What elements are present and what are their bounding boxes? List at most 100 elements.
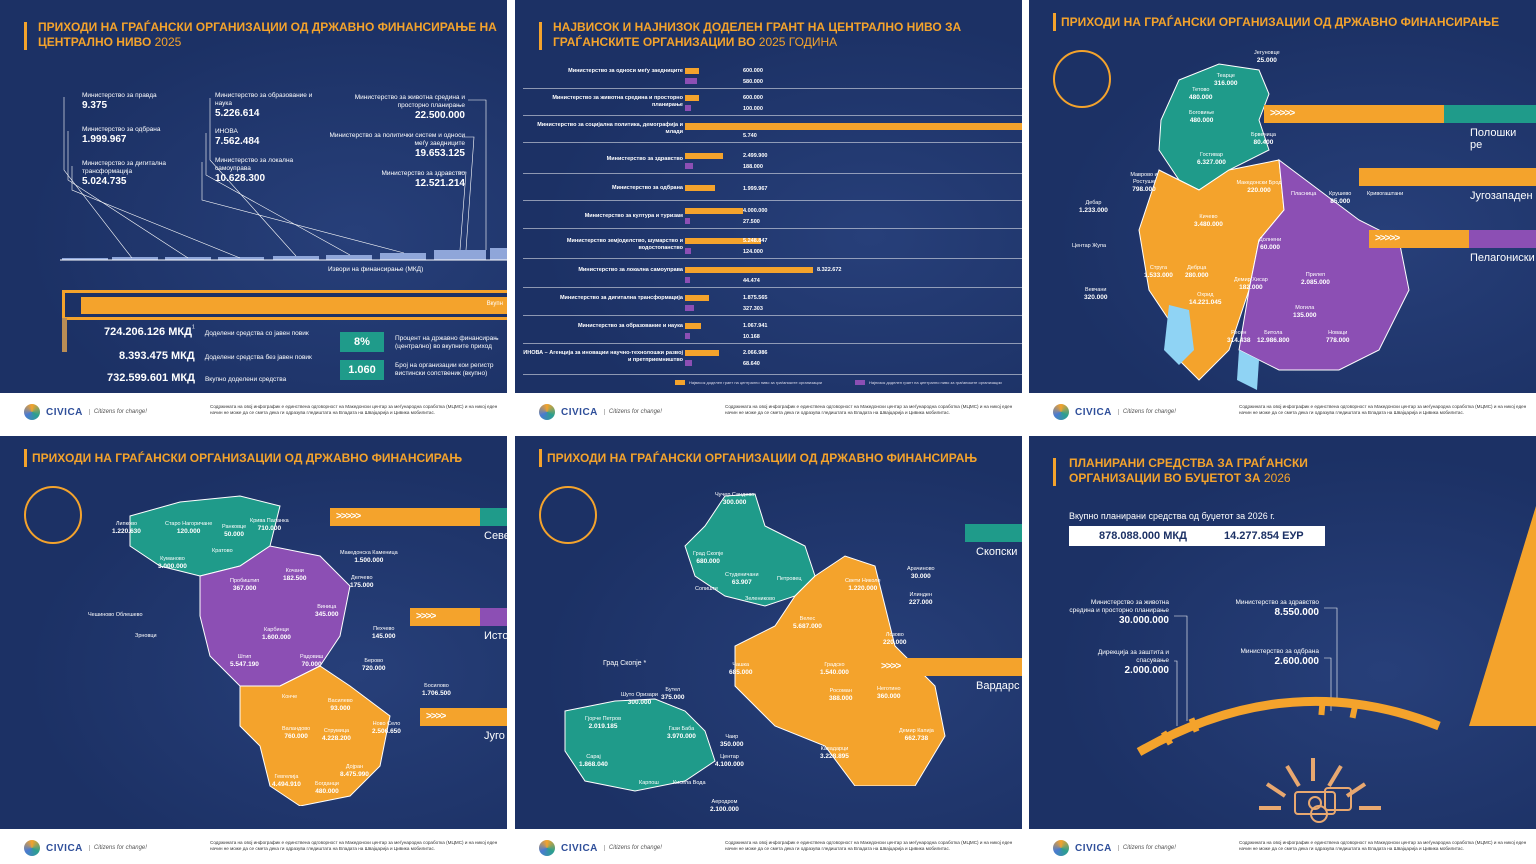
map-label: Струмица 4.228.200 bbox=[322, 728, 351, 742]
map-label: Босилово 1.706.500 bbox=[422, 683, 451, 697]
map-label: Дебрца 280.000 bbox=[1185, 265, 1209, 279]
stat-justice: Министерство за правда 9.375 bbox=[82, 92, 157, 111]
grant-row: Министерство за односи меѓу заедниците 60… bbox=[523, 65, 1022, 89]
map-label: Валандово 760.000 bbox=[282, 726, 311, 740]
region-label: Вардарс bbox=[976, 680, 1020, 692]
map-label: Зрновци bbox=[135, 633, 157, 639]
axis-bar bbox=[273, 256, 319, 260]
map-label: Радовиш 70.000 bbox=[300, 654, 324, 668]
stat-environment: Министерство за животна средина и просто… bbox=[354, 94, 465, 121]
slide-title: НАЈВИСОК И НАЈНИЗОК ДОДЕЛЕН ГРАНТ НА ЦЕН… bbox=[553, 20, 962, 49]
budget-item-protection: Дирекција за заштита и спасување 2.000.00… bbox=[1097, 649, 1169, 676]
map-label: Гјорче Петров 2.019.185 bbox=[585, 716, 622, 730]
map-label: Кратово bbox=[212, 548, 233, 554]
slide-title: ПРИХОДИ НА ГРАЃАНСКИ ОРГАНИЗАЦИИ ОД ДРЖА… bbox=[38, 20, 497, 49]
map-label: Кривогаштани bbox=[1367, 191, 1404, 197]
region-label: Полошки ре bbox=[1470, 127, 1517, 151]
legend-hi: Највисок доделен грант на централно ниво… bbox=[689, 380, 822, 385]
region-map bbox=[684, 493, 946, 786]
civica-logo: CIVICA Citizens for change! bbox=[539, 840, 662, 856]
map-label: Теарце 316.000 bbox=[1214, 73, 1238, 87]
total-public-call: 724.206.126 МКД1Доделени средства со јав… bbox=[104, 324, 309, 338]
map-label: Пласница bbox=[1291, 191, 1317, 197]
map-label: Илинден 227.000 bbox=[909, 592, 933, 606]
map-label: Конче bbox=[282, 694, 298, 700]
slide-grants: НАЈВИСОК И НАЈНИЗОК ДОДЕЛЕН ГРАНТ НА ЦЕН… bbox=[515, 0, 1022, 432]
region-label: Севе bbox=[484, 530, 507, 542]
map-label: Ново Село 2.506.650 bbox=[372, 721, 401, 735]
disclaimer: Содржината на овој инфографик е единстве… bbox=[1239, 840, 1527, 851]
grant-row: Министерство за животна средина и просто… bbox=[523, 92, 1022, 116]
map-label: Боговиње 480.000 bbox=[1189, 110, 1215, 124]
map-label: Велес 5.687.000 bbox=[793, 616, 822, 630]
civica-logo: CIVICA Citizens for change! bbox=[24, 840, 147, 856]
stat-badge-percent: 8% bbox=[340, 332, 384, 352]
map-label: Чаир 350.000 bbox=[720, 734, 744, 748]
region-map bbox=[1138, 63, 1410, 390]
map-label: Росоман 388.000 bbox=[829, 688, 853, 702]
map-label: Лозово 220.000 bbox=[883, 632, 907, 646]
chevron-arrow bbox=[1444, 105, 1536, 123]
chevron-arrow bbox=[1469, 230, 1536, 248]
slide-central-funding: ПРИХОДИ НА ГРАЃАНСКИ ОРГАНИЗАЦИИ ОД ДРЖА… bbox=[0, 0, 507, 432]
region-label: Пелагониски bbox=[1470, 252, 1535, 264]
budget-total: 878.088.000 МКД 14.277.854 ЕУР bbox=[1069, 526, 1325, 546]
stat-orgs-label: Број на организации кои регистр вистинск… bbox=[395, 362, 494, 377]
map-label: Карпош bbox=[639, 780, 659, 786]
map-label: Чешиново Облешево bbox=[88, 612, 143, 618]
map-label: Пробиштип 367.000 bbox=[230, 578, 260, 592]
map-label: Охрид 14.221.045 bbox=[1189, 292, 1222, 306]
map-label: Пехчево 145.000 bbox=[372, 626, 396, 640]
total-bracket bbox=[62, 318, 67, 352]
chevron-arrow: >>>>> bbox=[1369, 230, 1469, 248]
axis-bar bbox=[165, 257, 211, 260]
axis-label: Извори на финансирање (МКД) bbox=[328, 266, 424, 273]
stat-digital: Министерство за дигитална трансформација… bbox=[82, 160, 167, 187]
map-label: Василево 93.000 bbox=[328, 698, 353, 712]
stat-percent-label: Процент на државно финансирањ (централно… bbox=[395, 335, 499, 350]
stat-education: Министерство за образование и наука 5.226… bbox=[215, 92, 313, 119]
grant-row: Министерство за локална самоуправа 8.322.… bbox=[523, 264, 1022, 288]
slide-map-skopje: ПРИХОДИ НА ГРАЃАНСКИ ОРГАНИЗАЦИИ ОД ДРЖА… bbox=[515, 436, 1022, 864]
map-label: Крушево 85.000 bbox=[1329, 191, 1352, 205]
map-label: Долнени 60.000 bbox=[1259, 237, 1282, 251]
region-label: Скопски bbox=[976, 546, 1018, 558]
map-label: Кавадарци 3.228.895 bbox=[820, 746, 849, 760]
disclaimer: Содржината на овој инфографик е единстве… bbox=[725, 840, 1013, 851]
map-label: Делчево 175.000 bbox=[350, 575, 374, 589]
slide-budget-2026: ПЛАНИРАНИ СРЕДСТВА ЗА ГРАЃАНСКИ ОРГАНИЗА… bbox=[1029, 436, 1536, 864]
civica-logo: CIVICA Citizens for change! bbox=[539, 404, 662, 420]
axis-bar bbox=[434, 250, 486, 260]
axis-bar bbox=[380, 253, 426, 260]
chevron-arrow bbox=[1359, 168, 1536, 186]
map-label: Гази Баба 3.970.000 bbox=[667, 726, 696, 740]
grant-row: Министерство за здравство 2.499.900 188.00… bbox=[523, 150, 1022, 174]
civica-logo: CIVICA Citizens for change! bbox=[24, 404, 147, 420]
map-label: Демир Хисар 182.000 bbox=[1234, 277, 1268, 291]
map-label: Дебар 1.233.000 bbox=[1079, 200, 1108, 214]
civica-logo: CIVICA Citizens for change! bbox=[1053, 840, 1176, 856]
total-all: 732.599.601 МКД Вкупно доделени средства bbox=[107, 372, 287, 384]
map-label: Кисела Вода bbox=[673, 780, 706, 786]
budget-arc bbox=[1136, 607, 1441, 823]
city-label: Град Скопје * bbox=[603, 660, 647, 667]
map-label: Маврово и Ростуше 798.000 bbox=[1130, 172, 1158, 193]
map-label: Дојран 8.475.990 bbox=[340, 764, 369, 778]
map-label: Арачиново 30.000 bbox=[907, 566, 935, 580]
map-label: Центар 4.100.000 bbox=[715, 754, 744, 768]
map-label: Прилеп 2.085.000 bbox=[1301, 272, 1330, 286]
map-label: Сарај 1.868.040 bbox=[579, 754, 608, 768]
map-label: Крива Паланка 710.000 bbox=[250, 518, 289, 532]
map-label: Чашка 685.000 bbox=[729, 662, 753, 676]
stat-inova: ИНОВА 7.562.484 bbox=[215, 128, 260, 147]
map-label: Градско 1.540.000 bbox=[820, 662, 849, 676]
stat-health: Министерство за здравство 12.521.214 bbox=[381, 170, 465, 189]
map-label: Македонски Брод 220.000 bbox=[1236, 180, 1282, 194]
map-label: Новаци 778.000 bbox=[1326, 330, 1350, 344]
map-label: Јегуновце 25.000 bbox=[1254, 50, 1280, 64]
map-label: Центар Жупа bbox=[1072, 243, 1107, 249]
budget-item-defense: Министерство за одбрана 2.600.000 bbox=[1240, 648, 1319, 667]
map-label: Петровец bbox=[777, 576, 802, 582]
chevron-arrow: >>>> bbox=[420, 708, 507, 726]
